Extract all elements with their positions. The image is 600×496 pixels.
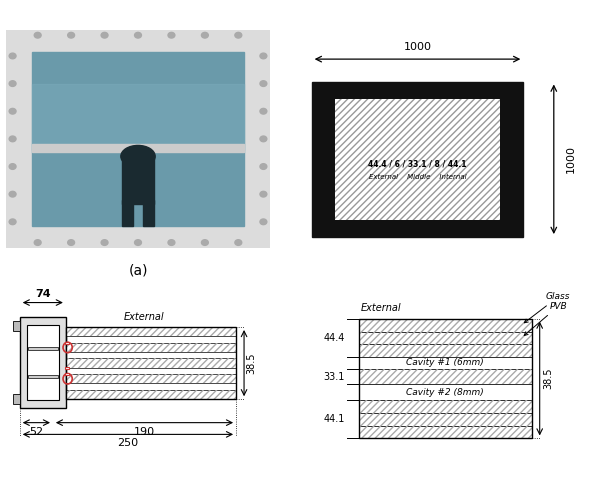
- Circle shape: [68, 240, 74, 246]
- Text: External: External: [361, 303, 401, 313]
- Bar: [143, 200, 154, 226]
- Circle shape: [9, 53, 16, 59]
- Circle shape: [34, 240, 41, 246]
- Bar: [359, 331, 532, 344]
- Bar: [13, 321, 20, 331]
- Bar: [359, 369, 532, 384]
- Bar: [335, 99, 500, 220]
- Bar: [359, 384, 532, 400]
- Circle shape: [9, 109, 16, 114]
- Text: 44.4 / 6 / 33.1 / 8 / 44.1: 44.4 / 6 / 33.1 / 8 / 44.1: [368, 160, 467, 169]
- Circle shape: [101, 240, 108, 246]
- Circle shape: [9, 219, 16, 225]
- Text: 38.5: 38.5: [247, 352, 257, 374]
- Circle shape: [260, 191, 267, 197]
- Bar: [65, 342, 69, 344]
- Bar: [66, 327, 236, 399]
- Bar: [65, 373, 69, 375]
- Circle shape: [9, 164, 16, 169]
- Text: 250: 250: [118, 438, 139, 448]
- Text: 33.1: 33.1: [323, 372, 344, 381]
- Circle shape: [168, 240, 175, 246]
- Text: Cavity #2 (8mm): Cavity #2 (8mm): [406, 387, 484, 397]
- Bar: [122, 200, 133, 226]
- Bar: [66, 390, 236, 399]
- Bar: [66, 359, 236, 368]
- Circle shape: [101, 32, 108, 38]
- Text: Glass: Glass: [524, 292, 571, 323]
- Text: 52: 52: [29, 427, 43, 436]
- Bar: [28, 375, 58, 378]
- Circle shape: [202, 240, 208, 246]
- Circle shape: [260, 109, 267, 114]
- Text: External: External: [124, 312, 164, 322]
- Text: 44.1: 44.1: [323, 414, 344, 424]
- Bar: [359, 413, 532, 426]
- Circle shape: [68, 32, 74, 38]
- Bar: [359, 344, 532, 357]
- Bar: [66, 343, 236, 352]
- Text: External    Middle    Internal: External Middle Internal: [368, 174, 466, 180]
- Bar: [66, 327, 236, 336]
- Bar: [13, 394, 20, 404]
- Circle shape: [134, 32, 142, 38]
- Bar: [359, 357, 532, 369]
- Bar: [66, 374, 236, 383]
- Text: 190: 190: [134, 427, 155, 436]
- Circle shape: [9, 136, 16, 142]
- Bar: [122, 156, 154, 204]
- Text: 1000: 1000: [566, 145, 575, 173]
- Bar: [359, 344, 532, 357]
- Circle shape: [260, 136, 267, 142]
- Circle shape: [9, 191, 16, 197]
- Bar: [359, 331, 532, 344]
- Circle shape: [260, 53, 267, 59]
- Bar: [359, 426, 532, 438]
- Text: Cavity #1 (6mm): Cavity #1 (6mm): [406, 359, 484, 368]
- Bar: [32, 52, 244, 226]
- Bar: [20, 317, 66, 408]
- Bar: [335, 99, 500, 220]
- Circle shape: [260, 81, 267, 86]
- Text: 38.5: 38.5: [543, 368, 553, 389]
- Circle shape: [202, 32, 208, 38]
- Bar: [66, 390, 236, 399]
- Text: 44.4: 44.4: [323, 333, 344, 343]
- Bar: [359, 400, 532, 413]
- Bar: [66, 359, 236, 368]
- Bar: [66, 327, 236, 336]
- Text: PVB: PVB: [524, 302, 567, 335]
- Bar: [32, 144, 244, 152]
- Circle shape: [260, 164, 267, 169]
- Bar: [359, 369, 532, 384]
- Bar: [27, 325, 59, 400]
- Text: (a): (a): [128, 263, 148, 277]
- Circle shape: [134, 240, 142, 246]
- Bar: [359, 319, 532, 331]
- Bar: [359, 413, 532, 426]
- Circle shape: [34, 32, 41, 38]
- Bar: [359, 319, 532, 331]
- Circle shape: [235, 240, 242, 246]
- Bar: [359, 426, 532, 438]
- Ellipse shape: [121, 145, 155, 167]
- Circle shape: [260, 219, 267, 225]
- Bar: [359, 400, 532, 413]
- Circle shape: [9, 81, 16, 86]
- Text: 1000: 1000: [404, 42, 431, 52]
- Circle shape: [168, 32, 175, 38]
- Bar: [28, 347, 58, 351]
- Text: 74: 74: [35, 289, 50, 299]
- Bar: [66, 374, 236, 383]
- Bar: [66, 343, 236, 352]
- Text: (b): (b): [431, 286, 451, 300]
- Bar: [32, 84, 244, 150]
- Bar: [359, 319, 532, 438]
- Bar: [65, 367, 69, 369]
- Circle shape: [235, 32, 242, 38]
- Bar: [312, 81, 523, 237]
